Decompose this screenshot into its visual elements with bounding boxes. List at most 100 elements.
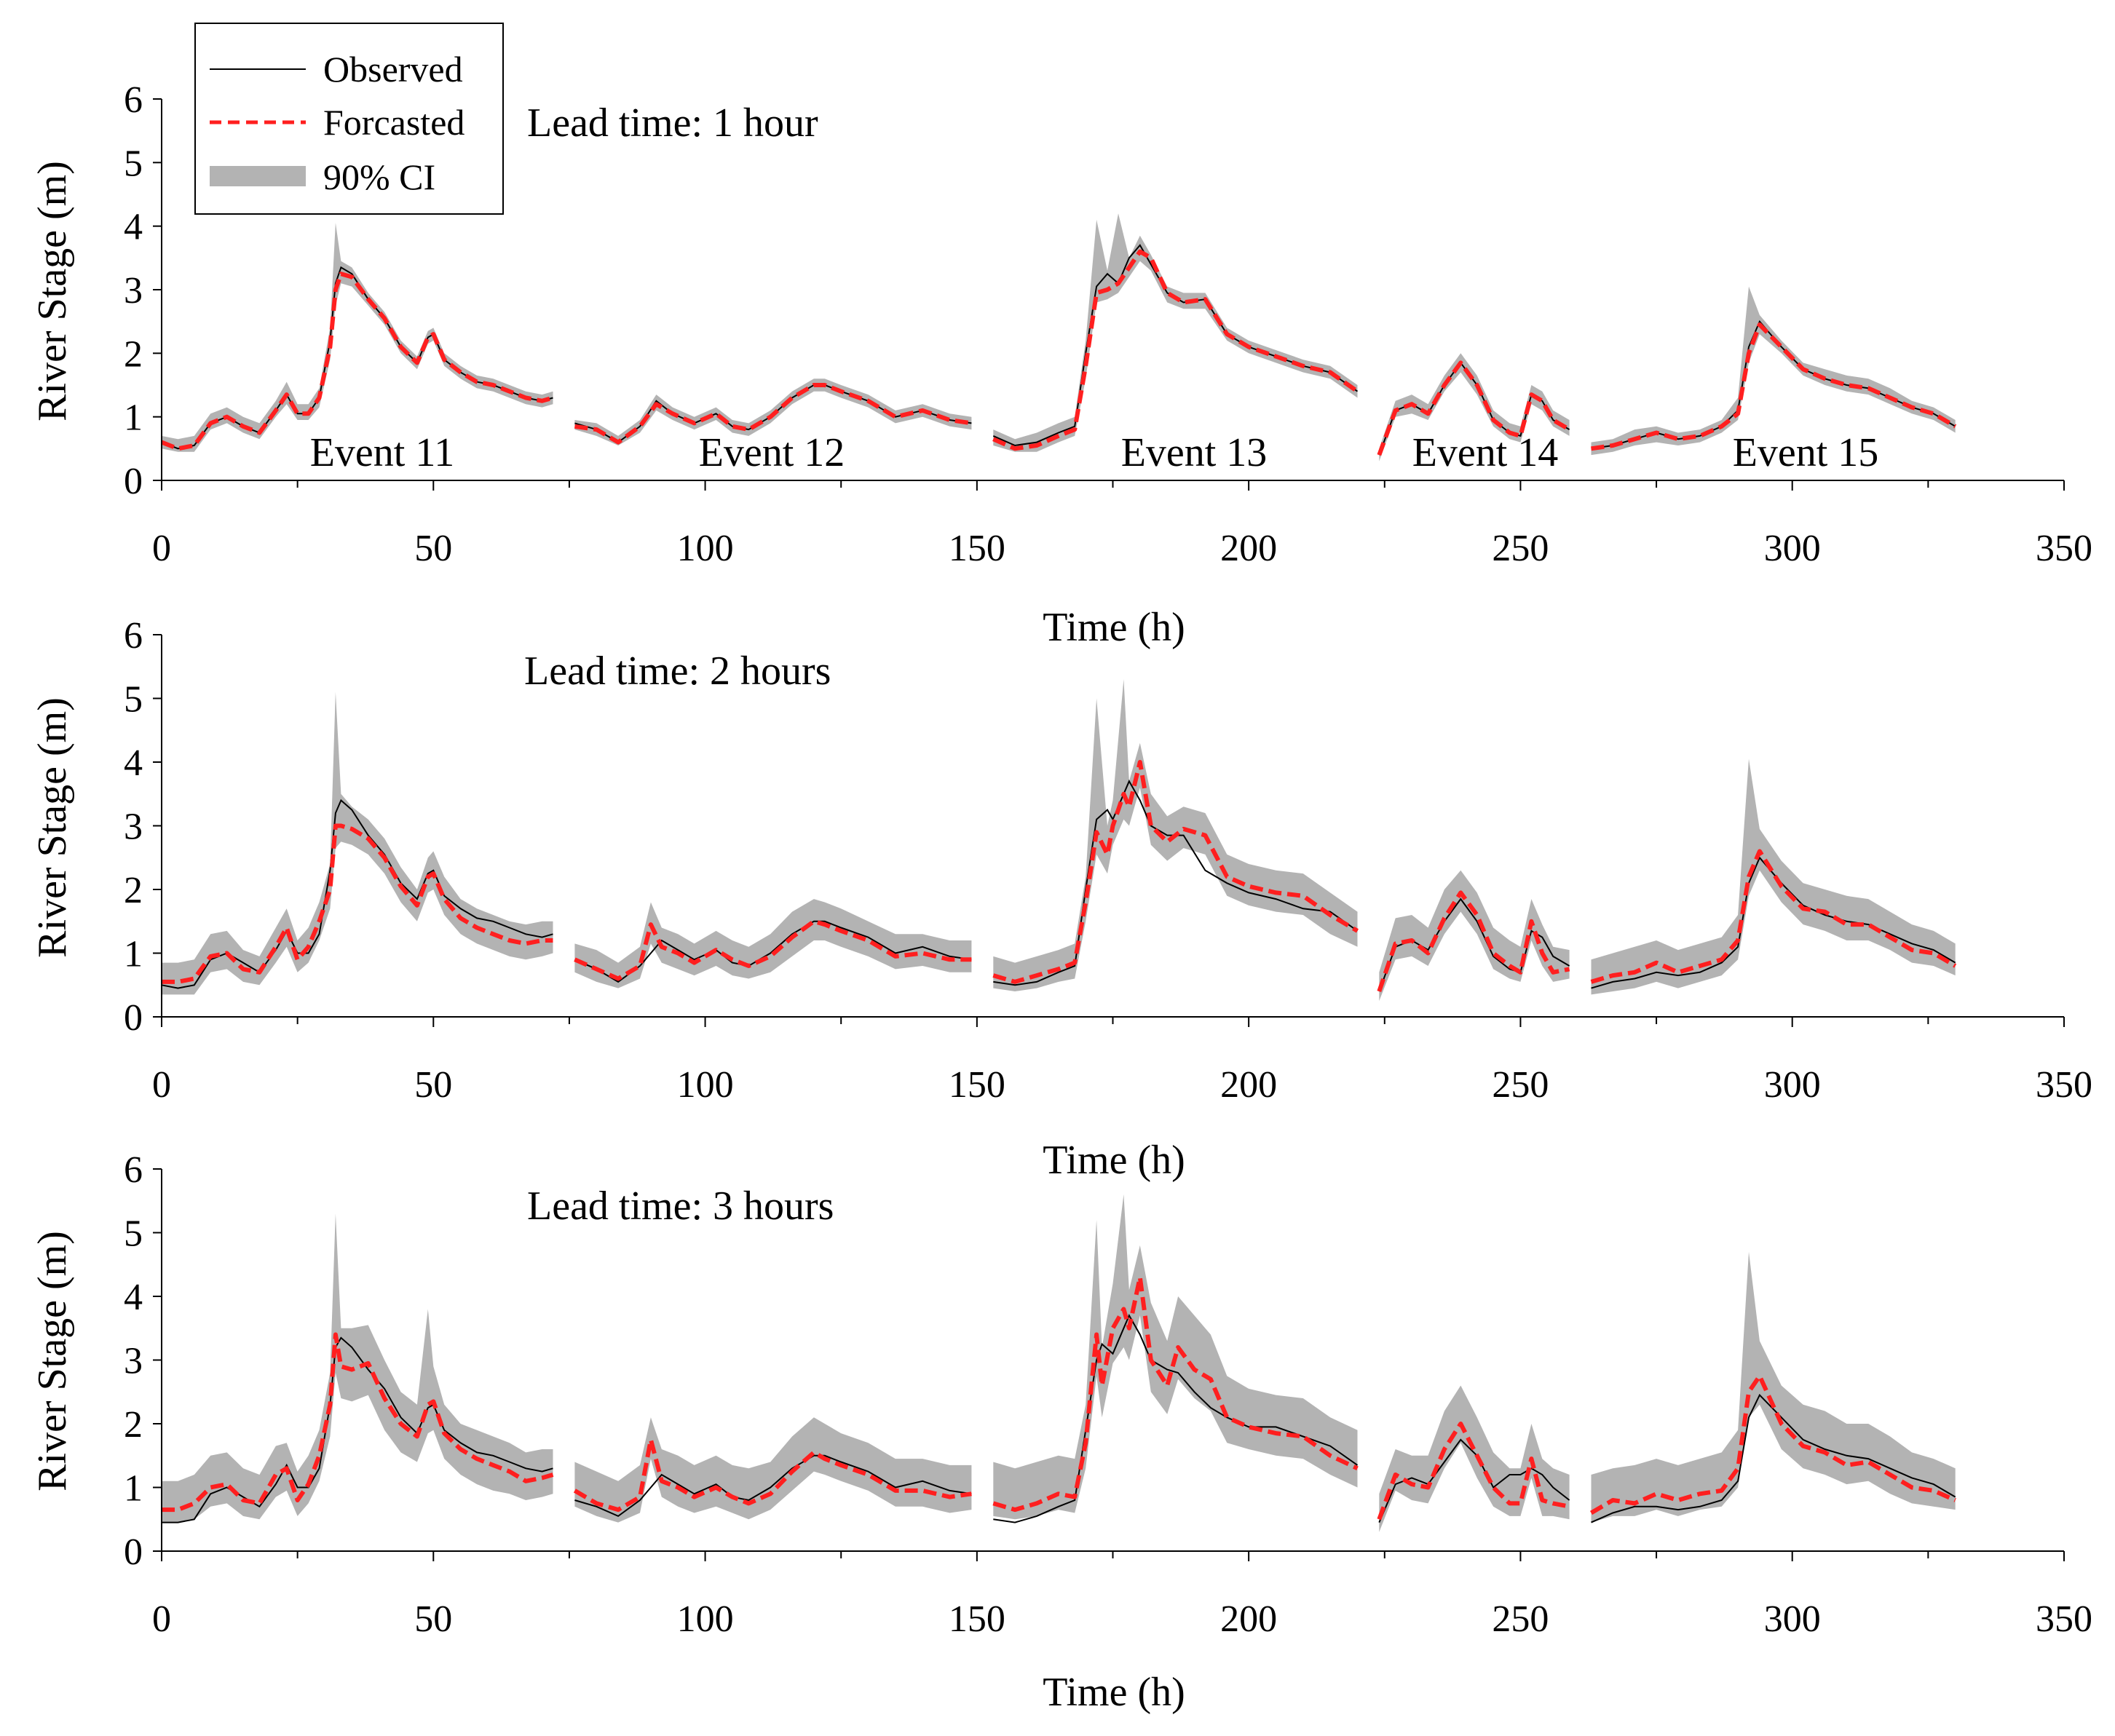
x-axis-label: Time (h) xyxy=(1043,1138,1185,1183)
x-tick-label: 200 xyxy=(1220,1598,1277,1640)
y-tick-label: 6 xyxy=(124,1149,143,1191)
y-tick-label: 4 xyxy=(124,742,143,784)
y-tick-label: 6 xyxy=(124,615,143,657)
event-label: Event 12 xyxy=(699,430,845,475)
x-tick-label: 350 xyxy=(2036,1064,2092,1106)
y-tick-label: 4 xyxy=(124,207,143,248)
x-tick-label: 150 xyxy=(949,528,1005,569)
x-tick-label: 0 xyxy=(152,1598,171,1640)
x-tick-label: 250 xyxy=(1492,528,1549,569)
x-tick-label: 50 xyxy=(414,1598,452,1640)
legend: Observed Forcasted 90% CI xyxy=(194,23,504,215)
x-axis-label: Time (h) xyxy=(1043,605,1185,650)
forecast-line xyxy=(1377,360,1571,456)
event-label: Event 13 xyxy=(1121,430,1268,475)
y-tick-label: 0 xyxy=(124,1531,143,1573)
x-tick-label: 150 xyxy=(949,1598,1005,1640)
event-label: Event 14 xyxy=(1412,430,1559,475)
x-tick-label: 300 xyxy=(1764,1598,1821,1640)
forecast-line xyxy=(1591,322,1957,451)
y-tick-label: 0 xyxy=(124,997,143,1039)
x-tick-label: 200 xyxy=(1220,1064,1277,1106)
y-tick-label: 1 xyxy=(124,1468,143,1510)
x-axis-label: Time (h) xyxy=(1043,1670,1185,1715)
forecast-line xyxy=(992,1275,1359,1513)
axes: 0 1 2 3 4 5 6 0 50 100 150 200 250 300 350 xyxy=(124,615,2092,1106)
y-tick-label: 0 xyxy=(124,461,143,502)
legend-ci-swatch xyxy=(210,166,306,186)
forecast-line xyxy=(1590,849,1957,984)
panel-lead-2h: 0 1 2 3 4 5 6 0 50 100 150 200 250 300 350 Lead time: … xyxy=(30,615,2092,1183)
ci-band xyxy=(574,1417,972,1523)
forecast-lines xyxy=(162,1275,1956,1521)
observed-line xyxy=(574,1454,972,1518)
observed-line xyxy=(993,780,1359,986)
forecast-lines xyxy=(162,760,1957,992)
y-tick-label: 3 xyxy=(124,1341,143,1382)
panel-title: Lead time: 2 hours xyxy=(524,649,831,694)
x-tick-label: 0 xyxy=(152,1064,171,1106)
y-tick-label: 5 xyxy=(124,143,143,184)
event-labels: Event 11 Event 12 Event 13 Event 14 Even… xyxy=(310,430,1879,475)
forecast-line xyxy=(1377,1422,1570,1521)
forecast-line xyxy=(574,919,972,981)
forecast-lines xyxy=(160,249,1957,456)
ci-band xyxy=(162,691,553,995)
y-axis-label: River Stage (m) xyxy=(30,161,75,421)
y-tick-label: 2 xyxy=(124,1404,143,1446)
ci-band xyxy=(1591,286,1956,456)
ci-band xyxy=(1379,353,1570,461)
event-label: Event 11 xyxy=(310,430,455,475)
panel-title: Lead time: 1 hour xyxy=(527,100,818,146)
y-tick-label: 4 xyxy=(124,1277,143,1318)
y-tick-label: 1 xyxy=(124,397,143,439)
legend-observed-label: Observed xyxy=(323,49,463,90)
y-tick-label: 3 xyxy=(124,806,143,848)
forecast-line xyxy=(162,1332,554,1513)
y-tick-label: 2 xyxy=(124,870,143,911)
ci-band xyxy=(574,899,972,988)
x-tick-label: 350 xyxy=(2036,1598,2092,1640)
x-tick-label: 350 xyxy=(2036,528,2092,569)
y-axis-label: River Stage (m) xyxy=(30,697,75,958)
forecast-line xyxy=(574,383,972,445)
event-label: Event 15 xyxy=(1733,430,1879,475)
panel-lead-3h: 0 1 2 3 4 5 6 0 50 100 150 200 250 300 350 Lead time: … xyxy=(30,1149,2092,1715)
y-tick-label: 5 xyxy=(124,679,143,721)
x-tick-label: 50 xyxy=(414,528,452,569)
y-axis-label: River Stage (m) xyxy=(30,1231,75,1491)
legend-ci-label: 90% CI xyxy=(323,156,435,197)
x-tick-label: 50 xyxy=(414,1064,452,1106)
x-tick-label: 100 xyxy=(677,1598,734,1640)
y-tick-label: 5 xyxy=(124,1213,143,1255)
y-tick-label: 6 xyxy=(124,79,143,121)
x-tick-label: 100 xyxy=(677,528,734,569)
y-tick-label: 3 xyxy=(124,270,143,312)
forecast-line xyxy=(162,823,553,984)
ci-band xyxy=(1591,758,1956,995)
x-tick-label: 100 xyxy=(677,1064,734,1106)
y-tick-label: 2 xyxy=(124,333,143,375)
x-tick-label: 0 xyxy=(152,528,171,569)
axes: 0 1 2 3 4 5 6 0 50 100 150 200 250 300 350 xyxy=(124,79,2092,569)
forecast-line xyxy=(992,249,1359,451)
panel-title: Lead time: 3 hours xyxy=(527,1184,834,1229)
forecast-line xyxy=(992,760,1359,984)
observed-line xyxy=(161,798,553,989)
x-tick-label: 150 xyxy=(949,1064,1005,1106)
x-tick-label: 300 xyxy=(1764,528,1821,569)
x-tick-label: 300 xyxy=(1764,1064,1821,1106)
x-tick-label: 250 xyxy=(1492,1598,1549,1640)
x-tick-label: 200 xyxy=(1220,528,1277,569)
ci-band xyxy=(1591,1251,1956,1523)
observed-line xyxy=(1591,1393,1956,1523)
forecast-line xyxy=(573,1437,972,1513)
forecast-line xyxy=(1589,1374,1956,1515)
y-tick-label: 1 xyxy=(124,934,143,975)
legend-forecast-label: Forcasted xyxy=(323,102,464,143)
forecast-line xyxy=(160,272,554,451)
observed-line xyxy=(162,1336,553,1523)
panel-lead-1h: 0 1 2 3 4 5 6 0 50 100 150 200 250 300 350 Lead time: … xyxy=(30,79,2092,650)
observed-line xyxy=(1591,856,1956,989)
